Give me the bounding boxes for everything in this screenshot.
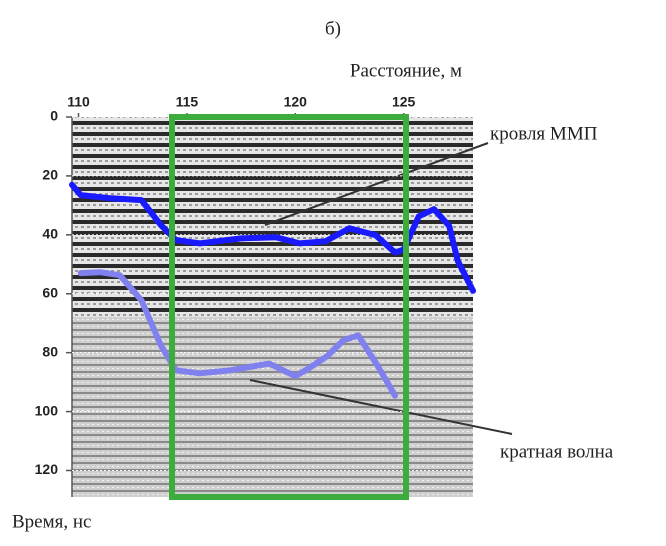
series-line xyxy=(69,181,476,294)
y-tick-label: 40 xyxy=(42,226,58,242)
x-axis-label: Расстояние, м xyxy=(350,60,462,81)
chart-title: б) xyxy=(325,18,341,39)
x-tick-label: 115 xyxy=(176,94,199,110)
x-tick-label: 120 xyxy=(284,94,308,110)
series-line xyxy=(77,269,398,399)
annotation: кровля ММП xyxy=(490,123,598,144)
y-tick-label: 20 xyxy=(42,167,58,183)
y-tick-label: 80 xyxy=(42,343,58,359)
y-tick-label: 120 xyxy=(35,461,59,477)
x-tick-label: 125 xyxy=(392,94,416,110)
highlight-box xyxy=(169,114,409,500)
leader-line xyxy=(249,379,513,435)
y-tick-label: 100 xyxy=(35,402,59,418)
y-tick-label: 60 xyxy=(42,284,58,300)
x-tick-label: 110 xyxy=(67,94,90,110)
y-tick-label: 0 xyxy=(50,108,58,124)
plot: 0 20 40 60 80 100 120 110 115 120 125 xyxy=(35,94,476,477)
annotation: кратная волна xyxy=(500,441,614,462)
leader-line xyxy=(264,142,489,226)
y-axis-label: Время, нс xyxy=(12,511,91,532)
